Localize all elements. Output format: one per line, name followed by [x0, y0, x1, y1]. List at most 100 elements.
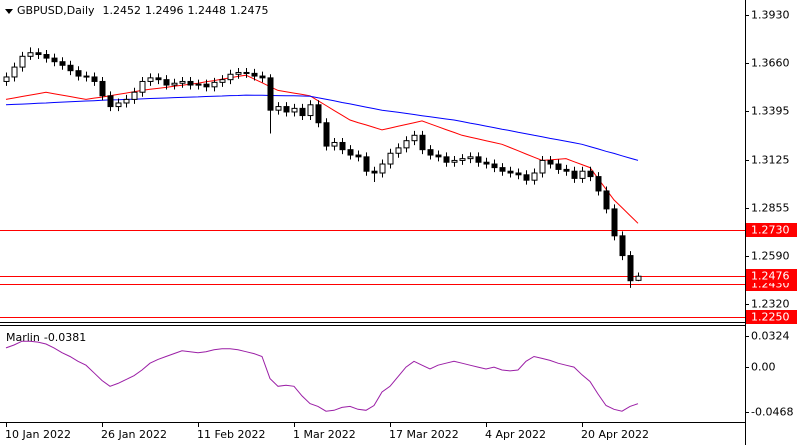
candle-body — [3, 76, 10, 82]
candle-body — [83, 75, 90, 78]
candle-body — [451, 159, 458, 163]
candle-body — [547, 159, 554, 165]
candle-body — [595, 176, 602, 192]
x-tick-label: 26 Jan 2022 — [101, 428, 167, 441]
candle-body — [139, 80, 146, 93]
candle-body — [291, 107, 298, 113]
candle-body — [147, 77, 154, 82]
candle-body — [347, 149, 354, 156]
y-tick-label: 1.2855 — [751, 202, 790, 215]
menu-arrow — [5, 9, 13, 14]
candle-body — [355, 154, 362, 158]
level-label-box — [746, 223, 797, 237]
candle-body — [579, 170, 586, 179]
candle-body — [299, 107, 306, 117]
chart-header: GBPUSD,Daily 1.2452 1.2496 1.2448 1.2475 — [17, 4, 269, 17]
candle-body — [635, 275, 642, 281]
candle-body — [363, 156, 370, 172]
candle-body — [499, 167, 506, 172]
candle-body — [483, 161, 490, 165]
candle-body — [611, 208, 618, 237]
candle-body — [395, 147, 402, 154]
x-tick-label: 20 Apr 2022 — [581, 428, 649, 441]
candle-body — [259, 75, 266, 79]
candle-body — [435, 154, 442, 158]
candle-body — [35, 52, 42, 56]
y-tick-label: 1.3395 — [751, 105, 790, 118]
candle-body — [203, 83, 210, 88]
candle-body — [371, 170, 378, 174]
candle-body — [11, 66, 18, 78]
candle-body — [411, 134, 418, 142]
candle-body — [163, 79, 170, 86]
close-value: 1.2475 — [230, 4, 269, 17]
symbol: GBPUSD,Daily — [17, 4, 95, 17]
candle-body — [475, 156, 482, 163]
candle-body — [427, 149, 434, 156]
candle-body — [91, 76, 98, 82]
candle-body — [531, 172, 538, 181]
y-tick-label: 1.3930 — [751, 9, 790, 22]
candle-body — [555, 163, 562, 170]
low-value: 1.2448 — [188, 4, 227, 17]
candle-body — [523, 174, 530, 181]
indicator-header: Marlin -0.0381 — [6, 331, 86, 344]
candle-body — [283, 106, 290, 113]
candle-body — [387, 152, 394, 165]
candle-body — [99, 80, 106, 97]
indicator-name: Marlin — [6, 331, 40, 344]
candle-body — [459, 158, 466, 161]
candle-body — [419, 134, 426, 151]
x-tick-label: 1 Mar 2022 — [293, 428, 356, 441]
candle-body — [227, 73, 234, 81]
candle-body — [27, 52, 34, 57]
candle-body — [403, 140, 410, 149]
candle-body — [115, 102, 122, 108]
candle-body — [571, 170, 578, 179]
candle-body — [235, 71, 242, 75]
candle-body — [307, 104, 314, 117]
candle-body — [19, 55, 26, 68]
candle-body — [43, 54, 50, 59]
candle-body — [195, 83, 202, 86]
candle-body — [507, 170, 514, 174]
candle-body — [339, 141, 346, 151]
high-value: 1.2496 — [145, 4, 184, 17]
candle-body — [315, 104, 322, 124]
x-tick-label: 4 Apr 2022 — [485, 428, 546, 441]
indicator-tick-label: -0.0468 — [751, 406, 793, 419]
candle-body — [275, 106, 282, 111]
indicator-line — [5, 340, 639, 412]
candle-body — [331, 141, 338, 147]
candle-body — [467, 156, 474, 160]
candle-body — [187, 80, 194, 86]
indicator-value: -0.0381 — [44, 331, 86, 344]
candle-body — [171, 82, 178, 86]
candle-body — [59, 61, 66, 66]
candle-body — [627, 255, 634, 282]
candle-body — [131, 91, 138, 100]
candle-body — [563, 168, 570, 172]
candle-body — [67, 64, 74, 72]
indicator-tick-label: 0.00 — [751, 361, 776, 374]
level-label: 1.2250 — [751, 311, 790, 324]
y-tick-label: 1.2320 — [751, 298, 790, 311]
x-tick-label: 10 Jan 2022 — [5, 428, 71, 441]
candle-body — [179, 80, 186, 84]
candle-body — [587, 170, 594, 178]
candle-body — [51, 57, 58, 63]
candle-body — [515, 172, 522, 176]
candle-body — [539, 159, 546, 174]
open-value: 1.2452 — [103, 4, 142, 17]
plot-area — [0, 47, 745, 318]
y-tick-label: 1.2590 — [751, 250, 790, 263]
x-tick-label: 17 Mar 2022 — [389, 428, 459, 441]
candle-body — [75, 70, 82, 77]
candle-body — [379, 163, 386, 174]
y-tick-label: 1.3125 — [751, 154, 790, 167]
level-label-box — [746, 269, 797, 283]
candle-body — [243, 71, 250, 74]
candle-body — [123, 98, 130, 104]
